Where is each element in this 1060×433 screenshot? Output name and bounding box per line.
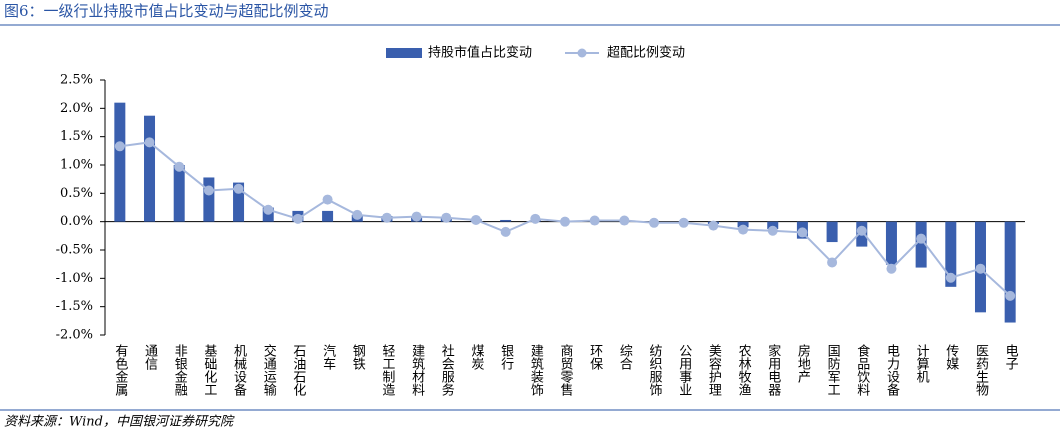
line-marker — [441, 212, 452, 223]
line-marker — [381, 212, 392, 223]
line-marker — [114, 141, 125, 152]
line-marker — [767, 225, 778, 236]
x-tick-label: 美容护理 — [706, 344, 722, 396]
bar — [826, 221, 838, 243]
bar — [173, 165, 185, 222]
x-tick-label: 轻工制造 — [379, 344, 395, 397]
x-tick-label: 基础化工 — [201, 344, 217, 396]
line-marker — [292, 213, 303, 224]
x-tick-label: 电力设备 — [884, 344, 900, 397]
x-tick-label: 食品饮料 — [854, 343, 870, 396]
bar — [1004, 221, 1016, 323]
line-marker — [678, 217, 689, 228]
bar — [233, 182, 245, 222]
line-marker — [500, 226, 511, 237]
legend-swatch — [577, 48, 587, 58]
x-tick-label: 有色金属 — [112, 344, 128, 397]
x-tick-label: 钢铁 — [350, 344, 366, 370]
line-marker — [530, 213, 541, 224]
x-tick-label: 银行 — [498, 344, 513, 371]
bar — [915, 221, 927, 268]
x-tick-label: 纺织服饰 — [647, 344, 663, 396]
line-marker — [649, 217, 660, 228]
bar — [500, 219, 512, 222]
bar — [322, 210, 334, 222]
line-marker — [322, 194, 333, 205]
x-tick-label: 建筑装饰 — [528, 344, 544, 396]
y-tick-label: -0.5% — [56, 243, 93, 258]
line-marker — [945, 272, 956, 283]
y-tick-label: 2.0% — [60, 101, 93, 116]
y-tick-label: 1.0% — [60, 158, 93, 173]
bar — [767, 221, 779, 230]
line-marker — [589, 215, 600, 226]
x-tick-label: 煤炭 — [468, 344, 484, 371]
x-tick-label: 汽车 — [320, 344, 336, 370]
line-marker — [886, 263, 897, 274]
x-tick-label: 交通运输 — [261, 343, 277, 396]
x-tick-label: 社会服务 — [439, 343, 455, 396]
line-marker — [619, 215, 630, 226]
line-marker — [975, 263, 986, 274]
bar — [203, 177, 215, 222]
line-marker — [1005, 290, 1016, 301]
line-marker — [827, 257, 838, 268]
legend-label: 超配比例变动 — [607, 45, 685, 61]
bar — [945, 221, 957, 287]
bar — [885, 221, 897, 265]
bar — [737, 221, 749, 228]
line-marker — [797, 227, 808, 238]
x-tick-label: 家用电器 — [765, 343, 781, 397]
x-tick-label: 医药生物 — [973, 344, 989, 397]
y-tick-label: 2.5% — [60, 73, 93, 88]
bar — [144, 115, 156, 222]
y-tick-label: -1.0% — [56, 271, 93, 286]
chart-title: 图6：一级行业持股市值占比变动与超配比例变动 — [4, 2, 329, 20]
y-tick-label: 0.5% — [60, 186, 93, 201]
line-marker — [856, 225, 867, 236]
legend-label: 持股市值占比变动 — [428, 45, 532, 61]
x-tick-label: 商贸零售 — [558, 344, 574, 396]
line-marker — [470, 214, 481, 225]
legend-swatch — [386, 48, 422, 58]
line-marker — [144, 137, 155, 148]
x-tick-label: 机械设备 — [231, 344, 247, 397]
x-tick-label: 公用事业 — [676, 344, 692, 396]
x-tick-label: 建筑材料 — [409, 344, 425, 396]
y-tick-label: -1.5% — [56, 299, 93, 314]
line-marker — [233, 183, 244, 194]
y-tick-label: 1.5% — [60, 129, 93, 144]
line-marker — [203, 185, 214, 196]
bar — [114, 102, 126, 222]
y-tick-label: -2.0% — [56, 328, 93, 343]
x-tick-label: 农林牧渔 — [736, 344, 752, 396]
x-tick-label: 通信 — [142, 344, 158, 370]
line-marker — [708, 220, 719, 231]
line-marker — [174, 161, 185, 172]
line-marker — [916, 233, 927, 244]
x-tick-label: 电子 — [1003, 344, 1019, 370]
line-marker — [352, 209, 363, 220]
x-tick-label: 国防军工 — [825, 344, 841, 396]
x-tick-label: 综合 — [617, 344, 633, 370]
x-tick-label: 传媒 — [943, 344, 959, 370]
x-tick-label: 石油石化 — [290, 344, 306, 397]
x-tick-label: 计算机 — [914, 344, 930, 384]
x-tick-label: 环保 — [587, 344, 603, 370]
line-marker — [411, 211, 422, 222]
line-marker — [560, 216, 570, 227]
line-marker — [738, 224, 749, 235]
line-marker — [263, 204, 274, 215]
x-tick-label: 非银金融 — [172, 344, 188, 396]
source: 资料来源：Wind，中国银河证券研究院 — [4, 414, 235, 430]
y-tick-label: 0.0% — [60, 214, 93, 229]
x-tick-label: 房地产 — [795, 343, 811, 384]
